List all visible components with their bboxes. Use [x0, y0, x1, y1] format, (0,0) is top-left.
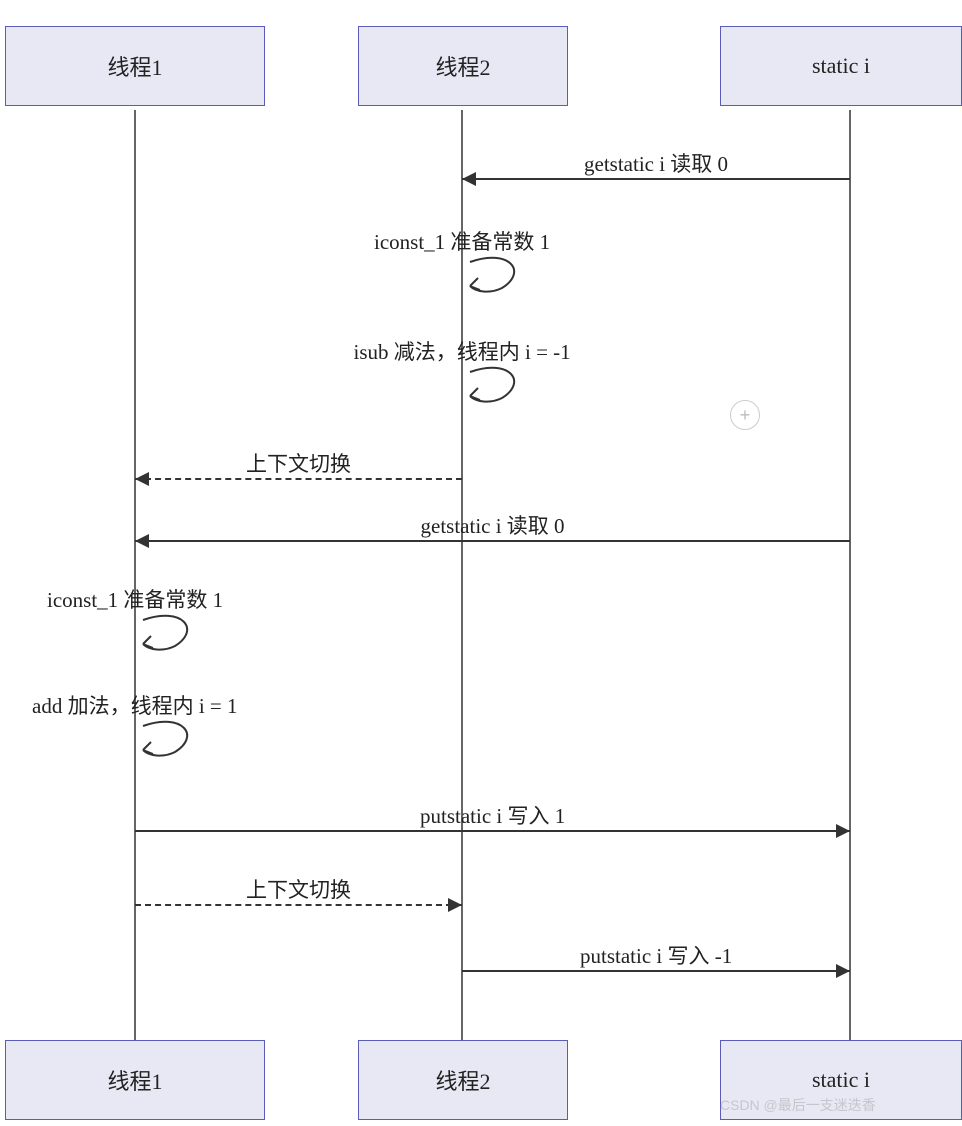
self-loop-2: [462, 364, 532, 404]
participant-top-t1: 线程1: [5, 26, 265, 106]
message-line-3: [135, 478, 462, 480]
message-line-0: [462, 178, 850, 180]
self-loop-5: [135, 612, 205, 652]
participant-top-t2: 线程2: [358, 26, 568, 106]
arrow-head-3: [135, 472, 149, 486]
message-label-5: iconst_1 准备常数 1: [47, 584, 223, 614]
message-line-4: [135, 540, 850, 542]
self-loop-6: [135, 718, 205, 758]
participant-bottom-t2: 线程2: [358, 1040, 568, 1120]
arrow-head-8: [448, 898, 462, 912]
participant-bottom-t1: 线程1: [5, 1040, 265, 1120]
message-line-8: [135, 904, 462, 906]
message-label-8: 上下文切换: [246, 874, 351, 904]
message-label-6: add 加法，线程内 i = 1: [32, 690, 238, 720]
arrow-head-4: [135, 534, 149, 548]
arrow-head-0: [462, 172, 476, 186]
watermark: CSDN @最后一支迷迭香: [720, 1095, 876, 1115]
message-label-1: iconst_1 准备常数 1: [374, 226, 550, 256]
message-label-2: isub 减法，线程内 i = -1: [354, 336, 571, 366]
arrow-head-9: [836, 964, 850, 978]
message-label-3: 上下文切换: [246, 448, 351, 478]
message-line-7: [135, 830, 850, 832]
sequence-diagram: 线程1线程2static i线程1线程2static igetstatic i …: [0, 0, 962, 1126]
message-label-0: getstatic i 读取 0: [584, 148, 728, 178]
message-label-7: putstatic i 写入 1: [420, 800, 565, 830]
message-label-4: getstatic i 读取 0: [421, 510, 565, 540]
self-loop-1: [462, 254, 532, 294]
message-label-9: putstatic i 写入 -1: [580, 940, 732, 970]
lifeline-si: [849, 110, 851, 1040]
message-line-9: [462, 970, 850, 972]
arrow-head-7: [836, 824, 850, 838]
lifeline-t1: [134, 110, 136, 1040]
participant-top-si: static i: [720, 26, 962, 106]
plus-icon: +: [730, 400, 760, 430]
